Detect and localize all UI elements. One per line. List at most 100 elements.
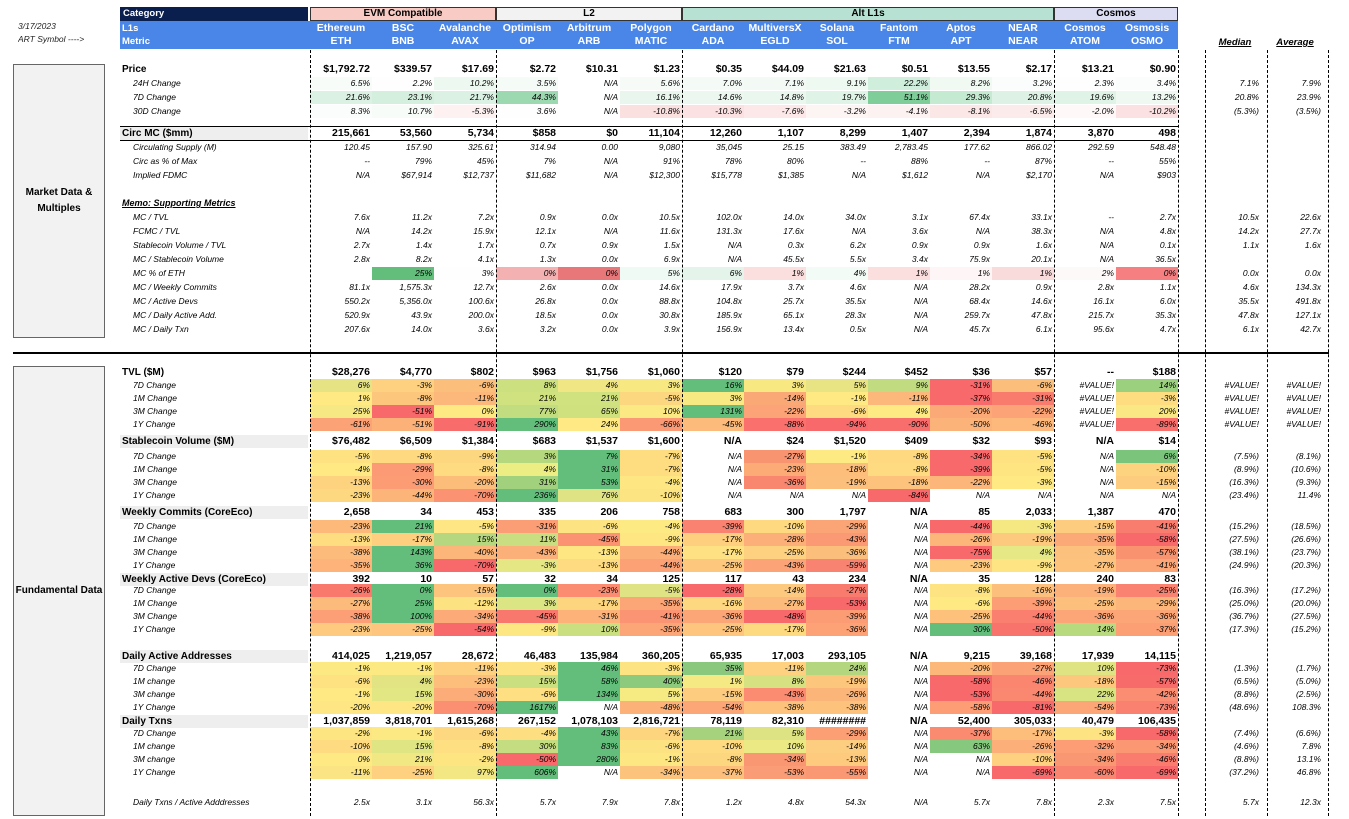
data-cell: 177.62 — [964, 142, 990, 152]
data-cell: 3.2% — [992, 77, 1054, 90]
data-cell: -8% — [372, 392, 434, 405]
data-cell: -8% — [868, 450, 930, 463]
data-cell: -36% — [744, 476, 806, 489]
data-cell: 8.2x — [415, 254, 432, 264]
data-cell: -34% — [1054, 753, 1116, 766]
data-cell: -54% — [1054, 701, 1116, 714]
group-header-0: EVM Compatible — [310, 7, 496, 21]
data-cell: 0.0x — [601, 212, 618, 222]
data-cell: ######## — [819, 715, 866, 727]
data-cell: 143% — [372, 546, 434, 559]
data-cell: 83% — [558, 740, 620, 753]
data-cell: 157.90 — [406, 142, 432, 152]
data-cell: #VALUE! — [1079, 393, 1115, 403]
data-cell: -45% — [682, 418, 744, 431]
data-cell: 290% — [496, 418, 558, 431]
column-name: Ethereum — [316, 22, 366, 34]
data-cell: 7.8x — [1035, 797, 1052, 807]
data-cell: 305,033 — [1014, 715, 1052, 727]
average-cell: 11.4% — [1297, 490, 1321, 500]
row-label: 1M Change — [133, 464, 177, 474]
data-cell: -37% — [930, 392, 992, 405]
average-cell: 134.3x — [1295, 282, 1321, 292]
row-label-shade — [120, 435, 308, 448]
data-cell: $1,537 — [585, 435, 618, 447]
data-cell: $188 — [1152, 366, 1176, 378]
data-cell: 56.3x — [473, 797, 494, 807]
data-cell: 17.6x — [783, 226, 804, 236]
data-cell: 25.7x — [783, 296, 804, 306]
data-cell: -12% — [434, 597, 496, 610]
data-cell: $57 — [1034, 366, 1052, 378]
data-cell: N/A — [975, 490, 990, 500]
data-cell: -36% — [682, 610, 744, 623]
group-header-3: Cosmos — [1054, 7, 1178, 21]
data-cell: -27% — [744, 597, 806, 610]
data-cell: 135,984 — [580, 650, 618, 662]
data-cell: 3% — [496, 450, 558, 463]
data-cell: $963 — [532, 366, 556, 378]
data-cell: -17% — [992, 727, 1054, 740]
data-cell: 267,152 — [518, 715, 556, 727]
data-cell: 38.3x — [1031, 226, 1052, 236]
data-cell: -34% — [620, 766, 682, 779]
data-cell: 45% — [476, 156, 494, 166]
data-cell: -3% — [496, 662, 558, 675]
data-cell: N/A — [727, 254, 742, 264]
row-label: 1Y Change — [133, 767, 176, 777]
median-cell: (1.3%) — [1233, 663, 1259, 673]
data-cell: N/A — [603, 78, 618, 88]
data-cell: $683 — [532, 435, 556, 447]
data-cell: 0.3x — [787, 240, 804, 250]
data-cell: -6% — [992, 379, 1054, 392]
average-cell: (9.3%) — [1295, 477, 1321, 487]
data-cell: -29% — [806, 520, 868, 533]
data-cell: -22% — [744, 405, 806, 418]
data-cell: N/A — [975, 170, 990, 180]
header-bar — [120, 21, 1178, 49]
data-cell: 21% — [372, 753, 434, 766]
data-cell: 78% — [724, 156, 742, 166]
data-cell: 15% — [372, 740, 434, 753]
data-cell: 314.94 — [530, 142, 556, 152]
data-cell: 11% — [496, 533, 558, 546]
data-cell: 14.0x — [411, 324, 432, 334]
column-symbol: ATOM — [1070, 35, 1100, 47]
data-cell: 550.2x — [344, 296, 370, 306]
data-cell: -58% — [1116, 727, 1178, 740]
data-cell: 7.8x — [663, 797, 680, 807]
data-cell: -44% — [620, 559, 682, 572]
data-cell: 97% — [434, 766, 496, 779]
data-cell: -27% — [744, 450, 806, 463]
average-cell: 27.7x — [1300, 226, 1321, 236]
row-label: Price — [122, 64, 147, 75]
data-cell: -10% — [1116, 463, 1178, 476]
column-symbol: OP — [519, 35, 535, 47]
group-header-2: Alt L1s — [682, 7, 1054, 21]
column-symbol: ARB — [577, 35, 601, 47]
date-label: 3/17/2023 — [18, 21, 56, 31]
data-cell: 234 — [848, 573, 866, 585]
data-cell: N/A — [727, 464, 742, 474]
data-cell: 6.0x — [1159, 296, 1176, 306]
data-cell: -36% — [1116, 610, 1178, 623]
data-cell: N/A — [603, 702, 618, 712]
data-cell: 65% — [558, 405, 620, 418]
data-cell: 7.9x — [601, 797, 618, 807]
data-cell: 8% — [496, 379, 558, 392]
data-cell: $2.72 — [529, 63, 556, 75]
average-cell: #VALUE! — [1286, 393, 1322, 403]
data-cell: -19% — [806, 675, 868, 688]
data-cell: -17% — [744, 623, 806, 636]
data-cell: -10% — [310, 740, 372, 753]
data-cell: -41% — [620, 610, 682, 623]
data-cell: N/A — [727, 240, 742, 250]
column-name: Osmosis — [1124, 22, 1170, 34]
data-cell: 34 — [606, 573, 618, 585]
data-cell: 3.4% — [1116, 77, 1178, 90]
data-cell: $0.35 — [715, 63, 742, 75]
average-cell: 23.9% — [1296, 92, 1321, 102]
average-cell: 0.0x — [1304, 268, 1321, 278]
data-cell: 1,407 — [901, 127, 928, 139]
data-cell: -29% — [806, 727, 868, 740]
